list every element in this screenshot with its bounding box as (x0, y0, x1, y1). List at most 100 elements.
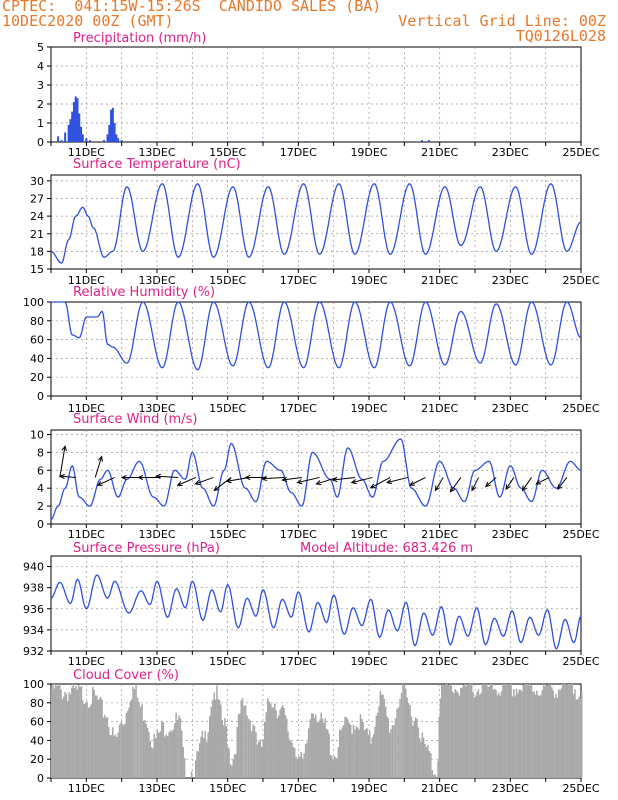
cloud-bar (430, 753, 432, 778)
cloud-bar (477, 689, 480, 778)
cloud-bar (307, 728, 310, 778)
wind-arrow-head (369, 483, 376, 489)
cloud-bar (111, 727, 114, 778)
cloud-bar (218, 700, 221, 778)
cloud-bar (506, 684, 508, 778)
cloud-bar (355, 726, 358, 778)
wind-arrow-shaft (297, 476, 320, 484)
cloud-bar (540, 694, 542, 778)
cloud-bar (439, 698, 442, 778)
precip-bar (88, 140, 91, 142)
cloud-bar (462, 684, 465, 778)
cloud-bar (544, 686, 546, 778)
cloud-bar (237, 714, 240, 778)
wind-arrow-head (213, 485, 220, 492)
cloud-bar (397, 707, 400, 778)
cloud-bar (280, 707, 283, 778)
cloud-bar (556, 697, 559, 778)
cloud-bar (575, 699, 578, 778)
wind-arrow-head (434, 485, 440, 492)
wind-arrow-shaft (195, 476, 214, 485)
y-tick-label: 1 (37, 117, 44, 130)
cloud-bar (77, 684, 80, 778)
cloud-bar (431, 769, 434, 778)
cloud-bar (571, 684, 573, 778)
cloud-bar (145, 723, 148, 778)
cloud-bar (515, 688, 518, 778)
cloud-bar (532, 691, 534, 778)
cloud-bar (473, 697, 476, 778)
cloud-bar (210, 706, 213, 778)
cloud-bar (387, 718, 390, 778)
plot-frame (50, 46, 582, 143)
precip-bar (138, 141, 141, 142)
cloud-bar (464, 684, 466, 778)
y-tick-label: 20 (30, 371, 44, 384)
cloud-bar (117, 732, 119, 778)
cloud-bar (236, 726, 238, 778)
cloud-bar (519, 689, 522, 778)
cloud-bar (466, 684, 469, 778)
cloud-bar (414, 717, 417, 778)
wind-arrow-shaft (370, 477, 391, 489)
cloud-bar (384, 706, 387, 778)
cloud-bar (412, 725, 414, 778)
cloud-bar (268, 701, 271, 778)
cloud-bar (500, 691, 503, 778)
cloud-bar (110, 735, 113, 778)
cloud-bar (334, 757, 337, 778)
cloud-bar (226, 746, 229, 778)
cloud-bar (372, 734, 375, 778)
cloud-bar (109, 735, 111, 778)
cloud-bar (284, 715, 287, 778)
cloud-bar (410, 716, 413, 778)
cloud-bar (324, 718, 326, 778)
x-tick-label: 19DEC (350, 528, 387, 541)
cloud-bar (379, 691, 382, 778)
cloud-bar (116, 736, 118, 778)
cloud-bar (342, 724, 345, 778)
cloud-bar (182, 746, 184, 778)
cloud-bar (239, 713, 241, 778)
panel-5 (47, 683, 583, 782)
cloud-bar (453, 693, 455, 778)
wind-arrow-head (521, 485, 528, 492)
x-tick-label: 25DEC (562, 528, 599, 541)
cloud-bar (542, 684, 545, 778)
cloud-bar (100, 696, 102, 778)
cloud-bar (332, 760, 334, 778)
cloud-bar (212, 699, 214, 778)
cloud-bar (433, 775, 435, 778)
cloud-bar (293, 747, 296, 778)
cloud-bar (344, 717, 346, 778)
cloud-bar (202, 738, 205, 778)
cloud-bar (176, 720, 179, 778)
precip-bar (69, 119, 72, 142)
cloud-bar (380, 694, 383, 778)
precip-bar (67, 124, 70, 142)
cloud-bar (132, 686, 134, 778)
wind-arrow-head (505, 484, 511, 491)
cloud-bar (258, 741, 260, 778)
x-tick-label: 11DEC (68, 402, 105, 415)
cloud-bar (52, 684, 54, 778)
cloud-bar (250, 731, 253, 778)
panel-title: Cloud Cover (%) (73, 668, 179, 683)
cloud-bar (274, 703, 276, 778)
cloud-bar (396, 708, 398, 778)
cloud-bar (498, 692, 500, 778)
grid-line-label: Vertical Grid Line: 00Z (398, 12, 606, 30)
cloud-bar (348, 722, 351, 778)
x-tick-label: 19DEC (350, 274, 387, 287)
cloud-bar (547, 684, 549, 778)
cloud-bar (181, 730, 183, 778)
wind-arrow-shaft (485, 477, 497, 487)
x-tick-label: 15DEC (209, 274, 246, 287)
cloud-bar (79, 687, 81, 778)
wind-arrow-shaft (434, 477, 444, 491)
x-tick-label: 25DEC (562, 782, 599, 795)
cloud-bar (523, 684, 526, 778)
cloud-bar (382, 694, 384, 778)
cloud-bar (417, 727, 420, 778)
cloud-bar (216, 685, 218, 778)
